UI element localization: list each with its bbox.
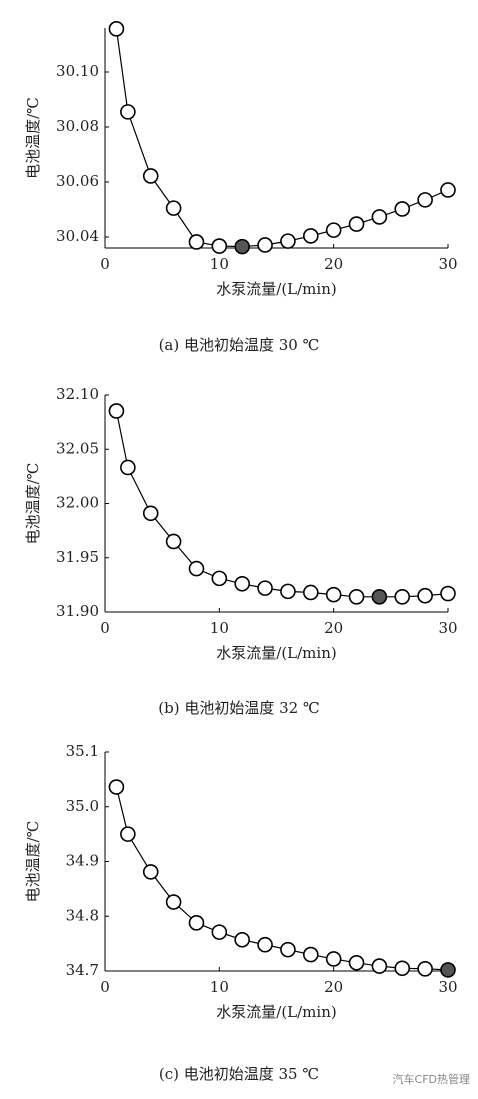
point [417, 587, 433, 604]
point [211, 570, 228, 587]
caption: (b) 电池初始温度 32 ℃ [158, 699, 319, 717]
point [257, 580, 273, 596]
line [115, 28, 449, 248]
x-axis-label: 水泵流量/(L/min) [216, 644, 336, 662]
point [211, 924, 228, 940]
point [348, 216, 365, 232]
x-tick-label: 30 [438, 978, 457, 996]
point [440, 585, 456, 602]
point [417, 961, 433, 977]
point [108, 21, 125, 37]
x-tick-label: 20 [324, 978, 343, 996]
point [394, 201, 411, 217]
point [371, 958, 388, 974]
x-tick-label: 0 [100, 978, 110, 996]
line [115, 786, 449, 971]
y-tick-label: 35.1 [66, 742, 99, 760]
y-axis-label: 电池温度/℃ [24, 97, 42, 179]
point [325, 586, 342, 603]
x-tick-label: 30 [438, 255, 457, 273]
point [257, 936, 273, 953]
x-tick-label: 20 [324, 619, 343, 637]
point [440, 962, 456, 978]
y-tick-label: 32.00 [56, 494, 99, 512]
y-tick-label: 30.04 [56, 227, 99, 245]
point [417, 192, 433, 208]
point [371, 589, 388, 605]
x-tick-label: 10 [210, 978, 229, 996]
point [234, 931, 250, 948]
point [120, 104, 136, 120]
point [165, 200, 182, 216]
point [188, 234, 205, 250]
x-tick-label: 30 [438, 619, 457, 637]
y-tick-label: 31.95 [56, 548, 99, 566]
point [142, 168, 159, 184]
point [188, 915, 205, 931]
line [115, 410, 449, 598]
point [325, 222, 342, 238]
y-tick-label: 30.08 [56, 117, 99, 135]
point [348, 954, 365, 971]
y-tick-label: 34.7 [66, 961, 99, 979]
point [120, 459, 136, 476]
x-tick-label: 0 [100, 619, 110, 637]
x-axis-label: 水泵流量/(L/min) [216, 280, 336, 298]
point [371, 209, 388, 225]
point [280, 233, 296, 249]
point [394, 589, 411, 605]
y-tick-label: 32.05 [56, 439, 99, 457]
point [394, 960, 411, 977]
point [165, 894, 182, 910]
y-tick-label: 30.06 [56, 172, 99, 190]
y-tick-label: 30.10 [56, 62, 99, 80]
y-tick-label: 31.90 [56, 602, 99, 620]
y-tick-label: 34.8 [66, 906, 99, 924]
y-tick-label: 32.10 [56, 385, 99, 403]
x-tick-label: 10 [210, 255, 229, 273]
x-axis-label: 水泵流量/(L/min) [216, 1003, 336, 1021]
y-axis-label: 电池温度/℃ [24, 463, 42, 545]
point [302, 946, 319, 963]
point [302, 584, 319, 601]
point [234, 238, 250, 255]
point [142, 505, 159, 522]
point [440, 182, 456, 198]
point [120, 826, 136, 842]
x-tick-label: 10 [210, 619, 229, 637]
y-tick-label: 34.9 [66, 852, 99, 870]
point [280, 941, 296, 958]
point [188, 560, 205, 577]
point [348, 589, 365, 605]
x-tick-label: 0 [100, 255, 110, 273]
point [302, 228, 319, 244]
y-tick-label: 35.0 [66, 797, 99, 815]
point [234, 575, 250, 592]
point [108, 403, 125, 419]
watermark: 汽车CFD热管理 [393, 1072, 470, 1086]
point [280, 583, 296, 600]
point [165, 533, 182, 550]
caption: (c) 电池初始温度 35 ℃ [159, 1065, 319, 1083]
x-tick-label: 20 [324, 255, 343, 273]
point [108, 779, 125, 795]
y-axis-label: 电池温度/℃ [24, 821, 42, 903]
point [325, 951, 342, 967]
point [257, 237, 273, 253]
point [211, 238, 228, 254]
point [142, 864, 159, 880]
caption: (a) 电池初始温度 30 ℃ [159, 336, 320, 354]
